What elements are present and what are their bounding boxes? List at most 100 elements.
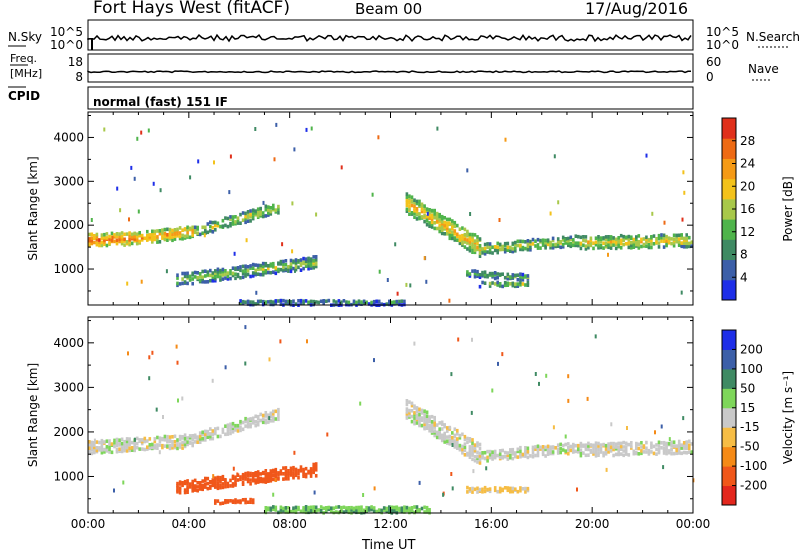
- data-cell: [440, 436, 444, 440]
- data-cell: [657, 443, 661, 448]
- data-cell: [481, 490, 484, 494]
- data-cell: [468, 240, 472, 244]
- data-cell: [471, 269, 474, 273]
- data-cell: [251, 472, 255, 476]
- data-cell: [133, 448, 136, 453]
- data-cell: [95, 235, 99, 239]
- scatter-cell: [553, 154, 556, 159]
- data-cell: [249, 500, 252, 504]
- data-cell: [231, 266, 235, 270]
- data-cell: [413, 421, 416, 426]
- data-cell: [206, 432, 210, 436]
- data-cell: [209, 484, 212, 489]
- data-cell: [466, 234, 469, 238]
- data-cell: [446, 232, 449, 236]
- data-cell: [549, 451, 552, 456]
- data-cell: [188, 440, 192, 444]
- data-cell: [561, 242, 565, 247]
- data-cell: [478, 273, 482, 277]
- echo-band-0: [88, 231, 139, 248]
- data-cell: [123, 243, 126, 247]
- data-cell: [672, 243, 676, 248]
- data-cell: [574, 449, 578, 454]
- data-cell: [624, 452, 628, 456]
- data-cell: [229, 499, 232, 503]
- data-cell: [682, 238, 686, 243]
- data-cell: [269, 299, 273, 304]
- scatter-cell: [682, 416, 685, 421]
- nsearch-label: N.Search: [746, 30, 800, 44]
- data-cell: [446, 224, 449, 228]
- data-cell: [637, 246, 641, 250]
- data-cell: [269, 479, 273, 483]
- data-cell: [204, 482, 207, 487]
- data-cell: [168, 227, 172, 232]
- data-cell: [322, 301, 325, 306]
- data-cell: [214, 271, 217, 275]
- data-cell: [312, 505, 315, 509]
- data-cell: [476, 490, 479, 494]
- data-cell: [166, 438, 169, 443]
- data-cell: [269, 471, 273, 476]
- data-cell: [370, 505, 373, 509]
- data-cell: [168, 435, 172, 439]
- data-cell: [173, 434, 177, 439]
- data-cell: [430, 225, 434, 229]
- data-cell: [650, 241, 653, 246]
- data-cell: [531, 445, 535, 450]
- data-cell: [544, 447, 547, 452]
- data-cell: [93, 445, 96, 450]
- data-cell: [682, 443, 686, 448]
- scatter-cell: [103, 127, 106, 132]
- data-cell: [204, 280, 207, 284]
- data-cell: [473, 448, 477, 453]
- data-cell: [239, 475, 242, 479]
- data-cell: [274, 299, 278, 303]
- data-cell: [415, 416, 419, 420]
- data-cell: [340, 508, 343, 513]
- data-cell: [110, 231, 114, 236]
- data-cell: [521, 452, 525, 457]
- data-cell: [256, 299, 260, 304]
- data-cell: [405, 200, 409, 205]
- x-tick-label: 12:00: [373, 517, 408, 531]
- data-cell: [589, 443, 593, 447]
- data-cell: [125, 445, 129, 450]
- data-cell: [468, 455, 472, 459]
- data-cell: [264, 418, 268, 423]
- data-cell: [453, 220, 457, 225]
- data-cell: [95, 238, 99, 242]
- data-cell: [572, 450, 575, 454]
- data-cell: [241, 211, 245, 215]
- scatter-cell: [470, 410, 473, 415]
- scatter-cell: [294, 268, 296, 273]
- data-cell: [284, 299, 288, 304]
- scatter-cell: [681, 217, 684, 222]
- scatter-cell: [405, 282, 408, 287]
- data-cell: [670, 447, 673, 451]
- data-cell: [332, 506, 336, 510]
- data-cell: [231, 273, 235, 278]
- data-cell: [188, 485, 192, 489]
- data-cell: [458, 436, 462, 440]
- data-cell: [130, 235, 134, 239]
- data-cell: [249, 215, 252, 219]
- data-cell: [468, 437, 472, 441]
- scatter-cell: [119, 208, 122, 213]
- data-cell: [277, 407, 280, 412]
- data-cell: [302, 266, 305, 271]
- data-cell: [604, 235, 608, 239]
- data-cell: [330, 506, 333, 510]
- data-cell: [645, 244, 648, 248]
- data-cell: [415, 509, 419, 514]
- data-cell: [473, 458, 477, 463]
- data-cell: [430, 222, 434, 227]
- data-cell: [191, 441, 194, 446]
- data-cell: [211, 432, 215, 437]
- scatter-cell: [564, 434, 567, 439]
- data-cell: [587, 441, 590, 446]
- data-cell: [120, 237, 124, 241]
- data-cell: [193, 484, 197, 488]
- data-cell: [135, 436, 139, 441]
- data-cell: [93, 448, 96, 452]
